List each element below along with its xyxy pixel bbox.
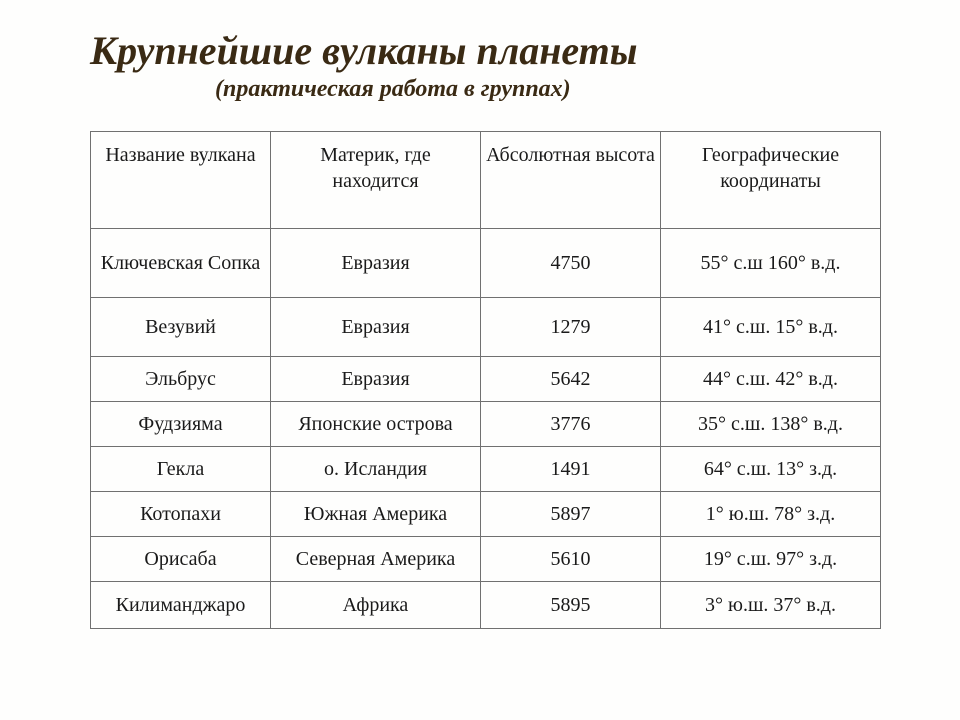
table-row: Гекла о. Исландия 1491 64° с.ш. 13° з.д. (91, 447, 881, 492)
page-title: Крупнейшие вулканы планеты (90, 28, 900, 74)
table-row: Котопахи Южная Америка 5897 1° ю.ш. 78° … (91, 492, 881, 537)
cell-height: 5610 (481, 537, 661, 582)
cell-coords: 35° с.ш. 138° в.д. (661, 402, 881, 447)
cell-coords: 64° с.ш. 13° з.д. (661, 447, 881, 492)
cell-name: Орисаба (91, 537, 271, 582)
col-header-name: Название вулкана (91, 132, 271, 229)
table-row: Фудзияма Японские острова 3776 35° с.ш. … (91, 402, 881, 447)
cell-continent: Южная Америка (271, 492, 481, 537)
cell-height: 4750 (481, 229, 661, 298)
cell-coords: 3° ю.ш. 37° в.д. (661, 582, 881, 629)
table-header-row: Название вулкана Материк, где находится … (91, 132, 881, 229)
table-row: Килиманджаро Африка 5895 3° ю.ш. 37° в.д… (91, 582, 881, 629)
cell-height: 5897 (481, 492, 661, 537)
col-header-height: Абсолютная высота (481, 132, 661, 229)
cell-name: Эльбрус (91, 357, 271, 402)
table-row: Везувий Евразия 1279 41° с.ш. 15° в.д. (91, 298, 881, 357)
cell-coords: 1° ю.ш. 78° з.д. (661, 492, 881, 537)
cell-continent: Северная Америка (271, 537, 481, 582)
cell-name: Котопахи (91, 492, 271, 537)
slide: Крупнейшие вулканы планеты (практическая… (0, 0, 960, 720)
cell-height: 5642 (481, 357, 661, 402)
cell-name: Фудзияма (91, 402, 271, 447)
cell-name: Ключевская Сопка (91, 229, 271, 298)
cell-coords: 44° с.ш. 42° в.д. (661, 357, 881, 402)
cell-height: 3776 (481, 402, 661, 447)
cell-name: Килиманджаро (91, 582, 271, 629)
cell-continent: Африка (271, 582, 481, 629)
col-header-continent: Материк, где находится (271, 132, 481, 229)
cell-name: Гекла (91, 447, 271, 492)
cell-coords: 55° с.ш 160° в.д. (661, 229, 881, 298)
col-header-coords: Географические координаты (661, 132, 881, 229)
table-row: Орисаба Северная Америка 5610 19° с.ш. 9… (91, 537, 881, 582)
cell-name: Везувий (91, 298, 271, 357)
cell-height: 1491 (481, 447, 661, 492)
cell-continent: Евразия (271, 357, 481, 402)
volcano-table: Название вулкана Материк, где находится … (90, 131, 881, 629)
table-row: Эльбрус Евразия 5642 44° с.ш. 42° в.д. (91, 357, 881, 402)
cell-continent: о. Исландия (271, 447, 481, 492)
cell-coords: 19° с.ш. 97° з.д. (661, 537, 881, 582)
cell-height: 1279 (481, 298, 661, 357)
cell-continent: Японские острова (271, 402, 481, 447)
page-subtitle: (практическая работа в группах) (90, 76, 900, 103)
cell-continent: Евразия (271, 229, 481, 298)
table-row: Ключевская Сопка Евразия 4750 55° с.ш 16… (91, 229, 881, 298)
cell-height: 5895 (481, 582, 661, 629)
cell-continent: Евразия (271, 298, 481, 357)
cell-coords: 41° с.ш. 15° в.д. (661, 298, 881, 357)
